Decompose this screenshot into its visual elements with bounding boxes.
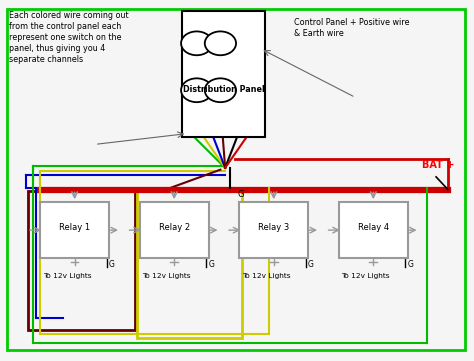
Text: Relay 1: Relay 1 — [59, 223, 90, 232]
Text: G: G — [209, 260, 214, 269]
Bar — [137, 191, 242, 338]
Text: G: G — [308, 260, 314, 269]
Circle shape — [181, 31, 212, 55]
Text: To 12v Lights: To 12v Lights — [242, 273, 290, 279]
Text: Relay 4: Relay 4 — [358, 223, 389, 232]
Text: Each colored wire coming out
from the control panel each
represent one switch on: Each colored wire coming out from the co… — [9, 11, 129, 64]
Bar — [28, 191, 135, 330]
Circle shape — [205, 78, 236, 102]
Circle shape — [181, 78, 212, 102]
Text: Control Panel + Positive wire
& Earth wire: Control Panel + Positive wire & Earth wi… — [294, 18, 410, 38]
Bar — [140, 202, 209, 258]
Text: BAT +: BAT + — [422, 160, 454, 170]
Circle shape — [205, 31, 236, 55]
Text: Distribution Panel: Distribution Panel — [183, 85, 265, 93]
Bar — [239, 202, 308, 258]
Text: To 12v Lights: To 12v Lights — [142, 273, 191, 279]
Bar — [182, 11, 265, 137]
Text: Relay 3: Relay 3 — [258, 223, 289, 232]
Text: To 12v Lights: To 12v Lights — [43, 273, 91, 279]
Text: G: G — [237, 190, 244, 199]
Bar — [40, 202, 109, 258]
Text: G: G — [408, 260, 413, 269]
Text: To 12v Lights: To 12v Lights — [341, 273, 390, 279]
Bar — [339, 202, 408, 258]
Text: Relay 2: Relay 2 — [159, 223, 190, 232]
Text: G: G — [109, 260, 115, 269]
